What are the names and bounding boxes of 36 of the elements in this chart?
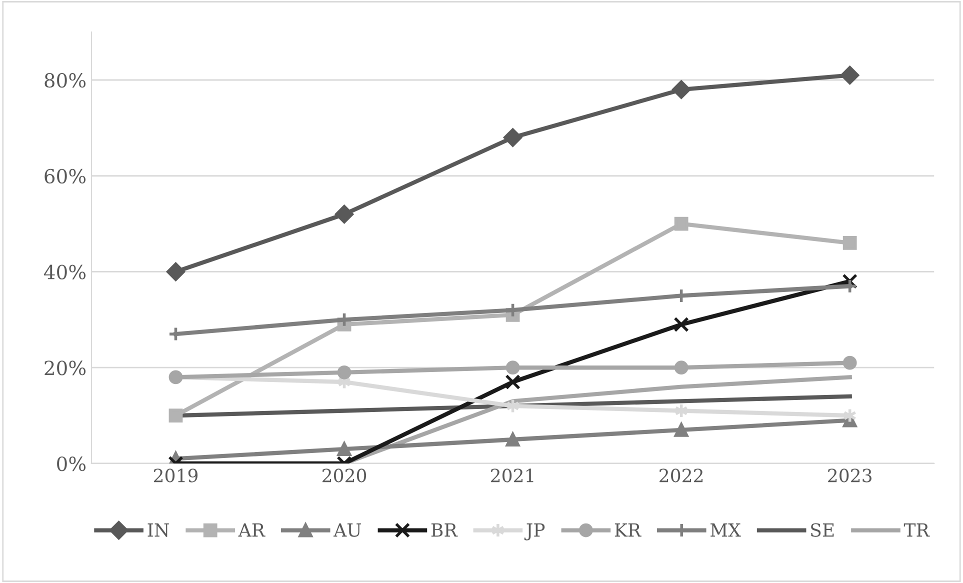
- x-tick-label: 2023: [828, 468, 872, 482]
- x-tick-label: 2019: [154, 468, 198, 482]
- y-tick-label: 20%: [44, 360, 86, 376]
- point: [674, 316, 689, 332]
- point: [674, 422, 688, 437]
- point: [506, 360, 520, 375]
- legend-label: KR: [614, 523, 642, 537]
- point: [840, 66, 860, 84]
- point: [672, 80, 691, 99]
- point: [504, 128, 522, 147]
- legend-label: TR: [904, 523, 930, 537]
- y-tick-label: 80%: [44, 72, 86, 88]
- point: [335, 204, 354, 224]
- y-tick-label: 40%: [44, 264, 86, 280]
- point: [674, 216, 688, 231]
- y-tick-label: 0%: [57, 456, 86, 472]
- point: [337, 365, 352, 380]
- point: [842, 236, 857, 250]
- x-tick-label: 2020: [322, 468, 366, 482]
- x-tick-label: 2021: [491, 468, 534, 482]
- legend-label: MX: [710, 523, 741, 537]
- point: [506, 432, 520, 446]
- legend-label: IN: [148, 523, 169, 537]
- legend-label: BR: [431, 523, 458, 537]
- legend-label: SE: [811, 523, 834, 537]
- x-tick-label: 2022: [660, 468, 703, 482]
- point: [337, 442, 352, 456]
- legend-label: AR: [238, 523, 266, 537]
- point: [168, 408, 183, 422]
- point: [166, 262, 185, 281]
- y-tick-label: 60%: [44, 168, 86, 184]
- point: [505, 374, 520, 390]
- point: [842, 356, 857, 370]
- point: [674, 360, 688, 375]
- legend-label: AU: [333, 523, 362, 537]
- legend-label: JP: [524, 523, 545, 540]
